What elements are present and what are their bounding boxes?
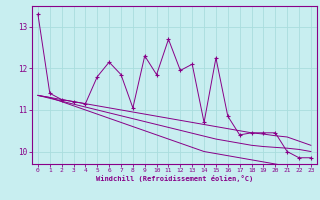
X-axis label: Windchill (Refroidissement éolien,°C): Windchill (Refroidissement éolien,°C) bbox=[96, 175, 253, 182]
